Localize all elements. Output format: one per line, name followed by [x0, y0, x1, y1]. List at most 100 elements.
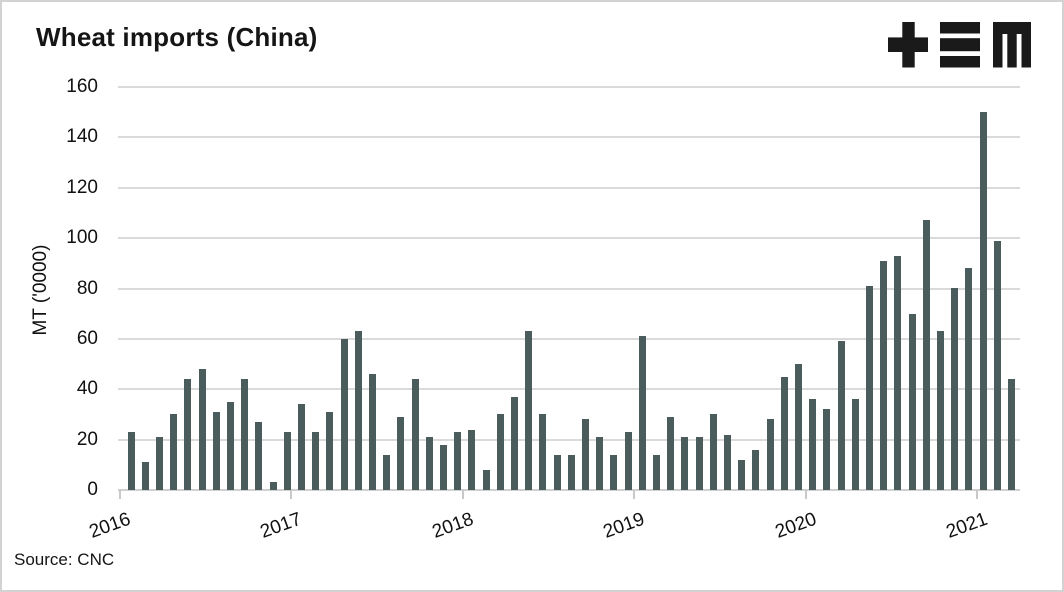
logo-plus-horizontal	[888, 37, 928, 52]
x-tick-label-2021: 2021	[943, 508, 991, 543]
x-tick-label-2020: 2020	[772, 508, 820, 543]
bar-2016-m7	[213, 412, 220, 490]
gridline-160	[118, 86, 1020, 88]
x-tick-2018	[462, 490, 464, 499]
bar-2020-m3	[838, 341, 845, 490]
bar-2016-m9	[241, 379, 248, 490]
bar-2016-m4	[170, 414, 177, 490]
bar-2018-m10	[596, 437, 603, 490]
gridline-120	[118, 187, 1020, 189]
logo-m-glyph	[993, 22, 1031, 68]
bar-2020-m5	[866, 286, 873, 490]
bar-2020-m8	[909, 314, 916, 490]
bar-2019-m2	[653, 455, 660, 490]
bar-2017-m10	[426, 437, 433, 490]
x-tick-2019	[633, 490, 635, 499]
bar-2017-m12	[454, 432, 461, 490]
x-tick-label-2016: 2016	[86, 508, 134, 543]
x-tick-2017	[290, 490, 292, 499]
bar-2016-m5	[184, 379, 191, 490]
source-label: Source: CNC	[14, 550, 115, 569]
y-tick-label-60: 60	[76, 328, 98, 349]
bar-2020-m1	[809, 399, 816, 490]
bar-2016-m8	[227, 402, 234, 490]
y-tick-label-140: 140	[66, 126, 98, 147]
bar-2019-m8	[738, 460, 745, 490]
bar-2019-m9	[752, 450, 759, 490]
bar-2020-m2	[823, 409, 830, 490]
chart-title: Wheat imports (China)	[36, 22, 318, 52]
logo-bar-top	[940, 22, 980, 34]
x-tick-label-2018: 2018	[429, 508, 477, 543]
logo-bar-middle	[940, 38, 980, 52]
y-tick-label-160: 160	[66, 76, 98, 97]
bar-2016-m12	[284, 432, 291, 490]
gridline-60	[118, 338, 1020, 340]
gridline-80	[118, 288, 1020, 290]
gridline-20	[118, 439, 1020, 441]
bar-2016-m11	[270, 482, 277, 490]
x-tick-label-2019: 2019	[600, 508, 648, 543]
bar-2020-m9	[923, 220, 930, 490]
bar-2018-m8	[568, 455, 575, 490]
bar-2016-m2	[142, 462, 149, 490]
y-tick-label-20: 20	[76, 429, 98, 450]
bar-2021-m3	[1008, 379, 1015, 490]
x-tick-2021	[976, 490, 978, 499]
bar-2017-m5	[355, 331, 362, 490]
bar-2018-m12	[625, 432, 632, 490]
x-tick-2016	[119, 490, 121, 499]
bar-2018-m2	[483, 470, 490, 490]
bar-2019-m1	[639, 336, 646, 490]
y-tick-label-0: 0	[87, 479, 98, 500]
bar-2021-m1	[980, 112, 987, 490]
bar-2020-m10	[937, 331, 944, 490]
bar-2018-m9	[582, 419, 589, 490]
bar-2016-m3	[156, 437, 163, 490]
gridline-140	[118, 136, 1020, 138]
bar-2018-m5	[525, 331, 532, 490]
bar-2019-m4	[681, 437, 688, 490]
gridline-0	[118, 489, 1020, 491]
y-tick-label-40: 40	[76, 378, 98, 399]
bar-2018-m1	[468, 430, 475, 490]
gridline-40	[118, 388, 1020, 390]
bar-2019-m10	[767, 419, 774, 490]
y-tick-label-80: 80	[76, 278, 98, 299]
bar-2017-m6	[369, 374, 376, 490]
bar-2020-m7	[894, 256, 901, 490]
bar-2019-m7	[724, 435, 731, 490]
logo-bar-bottom	[940, 56, 980, 68]
tem-logo-icon	[888, 22, 1031, 68]
bar-2017-m8	[397, 417, 404, 490]
bar-2017-m11	[440, 445, 447, 490]
bar-2016-m10	[255, 422, 262, 490]
x-tick-label-2017: 2017	[257, 508, 305, 543]
bar-2019-m5	[696, 437, 703, 490]
x-tick-2020	[805, 490, 807, 499]
bar-2019-m6	[710, 414, 717, 490]
bar-2018-m4	[511, 397, 518, 490]
bar-2018-m7	[554, 455, 561, 490]
bar-2018-m6	[539, 414, 546, 490]
bar-2019-m12	[795, 364, 802, 490]
y-tick-label-120: 120	[66, 177, 98, 198]
bar-2016-m1	[128, 432, 135, 490]
bar-2017-m2	[312, 432, 319, 490]
bar-2020-m6	[880, 261, 887, 490]
bar-2020-m11	[951, 288, 958, 490]
bar-2017-m3	[326, 412, 333, 490]
bar-2020-m4	[852, 399, 859, 490]
bar-2016-m6	[199, 369, 206, 490]
bar-2018-m11	[610, 455, 617, 490]
bar-2018-m3	[497, 414, 504, 490]
bar-2017-m7	[383, 455, 390, 490]
bar-2017-m1	[298, 404, 305, 490]
bar-2017-m9	[412, 379, 419, 490]
bar-2017-m4	[341, 339, 348, 490]
gridline-100	[118, 237, 1020, 239]
bar-2019-m11	[781, 377, 788, 490]
bar-2021-m2	[994, 241, 1001, 490]
bar-2019-m3	[667, 417, 674, 490]
